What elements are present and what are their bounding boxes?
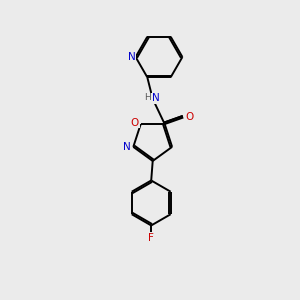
Text: H: H [144, 94, 151, 103]
Text: F: F [148, 233, 154, 243]
Text: N: N [152, 93, 160, 103]
Text: O: O [185, 112, 194, 122]
Text: N: N [123, 142, 130, 152]
Text: O: O [130, 118, 139, 128]
Text: N: N [128, 52, 136, 62]
